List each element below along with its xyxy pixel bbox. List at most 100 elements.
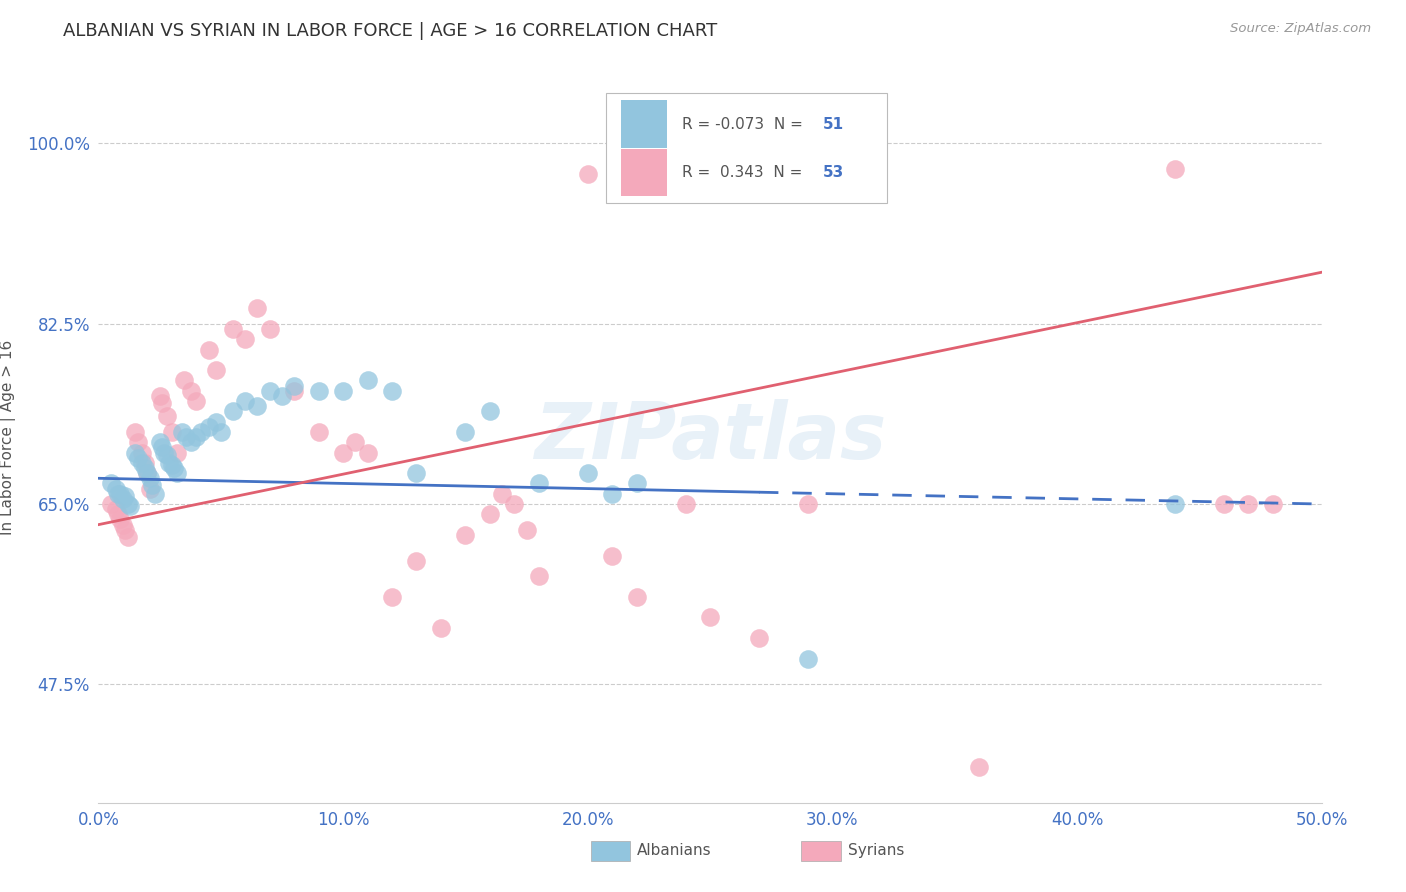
Point — [160, 458, 183, 472]
Point — [209, 425, 232, 439]
Point — [308, 384, 330, 398]
Point — [344, 435, 367, 450]
Point — [600, 549, 623, 563]
Point — [222, 322, 245, 336]
Point — [503, 497, 526, 511]
Text: 53: 53 — [823, 165, 844, 180]
Point — [270, 389, 294, 403]
Point — [110, 487, 132, 501]
Point — [136, 466, 159, 480]
Point — [134, 456, 156, 470]
Point — [626, 590, 648, 604]
Point — [157, 456, 180, 470]
Bar — [620, 100, 668, 148]
Point — [170, 425, 193, 439]
Y-axis label: In Labor Force | Age > 16: In Labor Force | Age > 16 — [0, 340, 15, 534]
Point — [143, 487, 166, 501]
Point — [110, 512, 132, 526]
Text: R =  0.343  N =: R = 0.343 N = — [682, 165, 807, 180]
Point — [186, 430, 208, 444]
Point — [259, 322, 281, 336]
Point — [205, 363, 228, 377]
Point — [356, 445, 378, 459]
Point — [107, 487, 129, 501]
Point — [124, 445, 146, 459]
Bar — [620, 149, 668, 196]
Point — [111, 517, 134, 532]
Text: ZIPatlas: ZIPatlas — [534, 399, 886, 475]
Point — [120, 499, 142, 513]
Point — [233, 394, 256, 409]
Point — [150, 396, 173, 410]
Point — [356, 373, 378, 387]
Point — [104, 482, 127, 496]
Point — [515, 523, 537, 537]
Point — [124, 425, 146, 439]
Point — [332, 384, 354, 398]
Point — [100, 476, 122, 491]
Point — [1261, 497, 1284, 511]
Point — [107, 508, 129, 522]
Point — [156, 448, 179, 462]
Point — [111, 491, 134, 506]
Point — [114, 489, 136, 503]
Point — [430, 621, 453, 635]
Point — [180, 435, 202, 450]
Point — [163, 461, 186, 475]
Point — [797, 497, 820, 511]
Text: Source: ZipAtlas.com: Source: ZipAtlas.com — [1230, 22, 1371, 36]
Point — [150, 441, 173, 455]
Point — [1237, 497, 1260, 511]
Point — [153, 445, 176, 459]
Point — [283, 384, 305, 398]
Point — [491, 487, 513, 501]
Text: ALBANIAN VS SYRIAN IN LABOR FORCE | AGE > 16 CORRELATION CHART: ALBANIAN VS SYRIAN IN LABOR FORCE | AGE … — [63, 22, 717, 40]
Point — [527, 569, 550, 583]
Point — [136, 466, 159, 480]
Point — [246, 399, 269, 413]
Point — [222, 404, 245, 418]
Point — [205, 415, 228, 429]
Point — [114, 523, 136, 537]
Point — [104, 502, 127, 516]
Point — [675, 497, 697, 511]
Point — [180, 384, 202, 398]
Text: 51: 51 — [823, 117, 844, 131]
Point — [381, 384, 404, 398]
Point — [967, 760, 990, 774]
Point — [259, 384, 281, 398]
Text: Syrians: Syrians — [848, 844, 904, 858]
Point — [478, 508, 501, 522]
Point — [600, 487, 623, 501]
Point — [166, 466, 188, 480]
Point — [748, 631, 770, 645]
Point — [576, 466, 599, 480]
Point — [308, 425, 330, 439]
Point — [160, 425, 183, 439]
Point — [454, 528, 477, 542]
Point — [139, 471, 162, 485]
Point — [127, 450, 149, 465]
Point — [134, 461, 156, 475]
Point — [233, 332, 256, 346]
Point — [139, 482, 162, 496]
Text: Albanians: Albanians — [637, 844, 711, 858]
Point — [176, 430, 198, 444]
Point — [797, 651, 820, 665]
Point — [197, 343, 219, 357]
Point — [576, 167, 599, 181]
Point — [131, 445, 153, 459]
Point — [405, 466, 427, 480]
Point — [117, 497, 139, 511]
Point — [131, 456, 153, 470]
Point — [117, 530, 139, 544]
Point — [190, 425, 212, 439]
Point — [127, 435, 149, 450]
Point — [1164, 162, 1187, 177]
Text: R = -0.073  N =: R = -0.073 N = — [682, 117, 807, 131]
Point — [381, 590, 404, 604]
Point — [246, 301, 269, 316]
Point — [1164, 497, 1187, 511]
Point — [1212, 497, 1234, 511]
Point — [197, 419, 219, 434]
